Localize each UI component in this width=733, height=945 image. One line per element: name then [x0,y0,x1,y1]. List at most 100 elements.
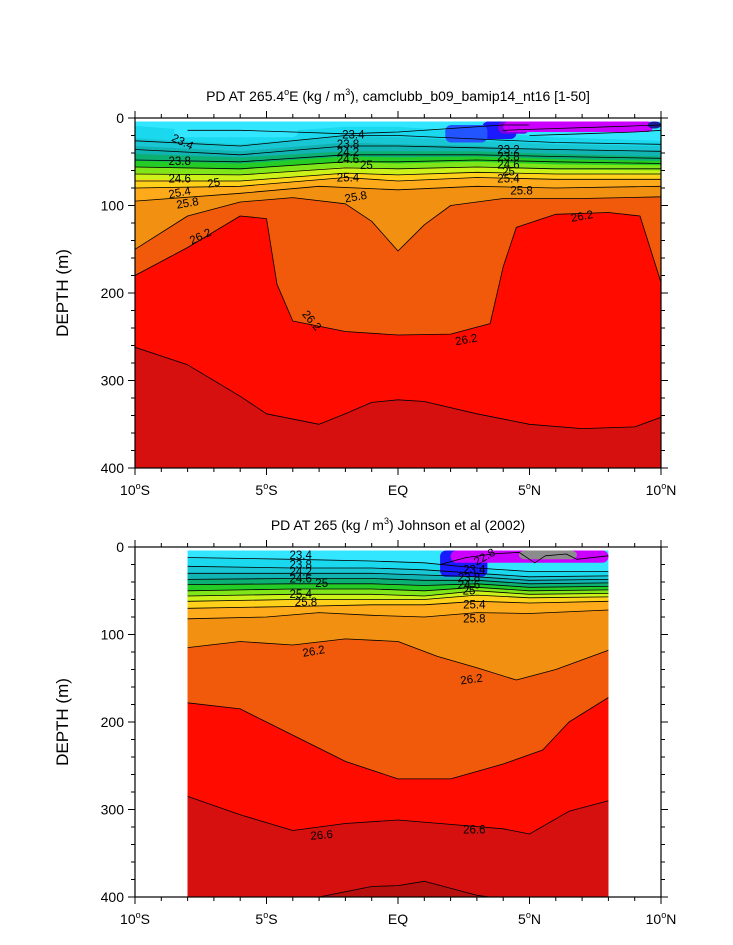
contour-label: 25.4 [337,172,360,184]
contour-label: 25 [502,166,515,178]
contour-label: 25.8 [295,597,317,609]
density-band-14 [319,881,491,897]
contour-line-6 [187,590,609,597]
panel-top: PD AT 265.4oE (kg / m3), camclubb_b09_ba… [53,87,676,498]
contour-line-12 [187,796,609,835]
density-band-13 [187,796,609,897]
contour-label: 23.8 [169,156,191,168]
contour-label: 23.8 [497,151,519,163]
contour-line-10 [135,346,661,429]
contour-label: 25.8 [510,186,532,198]
contour-line-2 [187,572,609,581]
contour-label: 26.2 [460,673,484,688]
contour-line-0 [187,557,609,572]
y-tick-label: 400 [101,460,125,476]
y-tick-label: 0 [116,539,124,555]
contour-line-11 [187,124,530,135]
contour-label: 23.4 [342,130,365,142]
contour-fills [135,121,661,468]
x-tick-label: EQ [388,911,408,927]
contour-label: 26.2 [454,332,478,348]
x-tick-label: 5oN [518,481,541,498]
contour-line-5 [135,171,661,182]
contour-label: 25.4 [497,173,520,185]
y-tick-label: 100 [101,198,125,214]
contour-label: 25 [207,177,222,191]
contour-line-8 [187,600,609,609]
contour-label: 26.2 [570,209,594,225]
contour-label: 26.6 [310,829,333,843]
contour-plot-area: 23.423.824.6 2525.425.826.223.423.824.224… [135,121,661,468]
contour-fills [187,550,609,897]
contour-label: 25.4 [168,185,193,201]
contour-label: 24.6 [458,580,480,592]
y-tick-label: 300 [101,373,125,389]
contour-label: 25.8 [344,190,368,206]
contour-line-3 [135,159,661,170]
contour-label: 26.6 [463,825,485,837]
contour-label: 23.4 [463,565,486,577]
contour-label: 25 [360,160,373,172]
contour-label: 25.8 [176,196,200,212]
x-tick-label: 5oN [518,910,541,927]
contour-label: 24.2 [337,147,359,159]
contour-label: 23.8 [290,559,312,571]
y-tick-label: 400 [101,889,125,905]
x-tick-label: 10oN [646,910,677,927]
contour-line-14 [439,551,609,565]
panel-bottom: PD AT 265 (kg / m3) Johnson et al (2002)… [53,516,676,927]
contour-line-4 [135,166,661,176]
contour-label: 24.2 [290,566,312,578]
surface-patch-2 [519,550,577,560]
contour-plot-area: 23.423.824.224.6 2525.425.822.823.423.824… [187,547,609,897]
density-band-13 [135,347,661,468]
y-tick-label: 100 [101,627,125,643]
contour-label: 25.4 [463,600,486,612]
x-tick-label: EQ [388,482,408,498]
axis-ticks: 0 100 200 300 400 10oS 5oS EQ 5oN 10oN [101,110,677,498]
contour-line-9 [135,212,661,336]
contour-line-10 [187,638,609,681]
y-tick-label: 200 [101,285,125,301]
contour-label: 24.6 [169,173,191,185]
contour-line-3 [187,578,609,585]
y-tick-label: 200 [101,714,125,730]
contour-label: 25 [463,586,476,598]
contour-line-5 [187,586,609,592]
contour-lines [135,124,661,429]
contour-labels: 23.423.824.224.6 2525.425.822.823.423.824… [290,547,498,843]
contour-line-0 [135,135,661,147]
x-tick-label: 10oN [646,481,677,498]
panel-title: PD AT 265.4oE (kg / m3), camclubb_b09_ba… [206,87,590,104]
axis-ticks: 0 100 200 300 400 10oS 5oS EQ 5oN 10oN [101,539,677,927]
contour-line-11 [187,697,609,780]
contour-line-1 [187,565,609,578]
x-tick-label: 5oS [255,481,277,498]
contour-label: 25.8 [463,614,485,626]
y-axis-label: DEPTH (m) [53,678,72,766]
contour-label: 23.8 [337,139,359,151]
contour-line-13 [319,880,491,897]
contour-line-6 [135,177,661,189]
contour-label: 23.2 [497,144,519,156]
contour-line-12 [503,124,661,131]
contour-line-9 [187,609,609,620]
surface-patch-0 [174,121,298,138]
x-tick-label: 5oS [255,910,277,927]
contour-line-13 [529,129,661,136]
surface-patch-4 [503,121,654,132]
contour-line-1 [135,145,661,156]
y-tick-label: 0 [116,110,124,126]
x-tick-label: 10oS [120,910,150,927]
contour-line-4 [187,583,609,588]
contour-line-7 [135,185,661,202]
contour-lines [187,551,609,897]
contour-line-7 [187,594,609,602]
x-tick-label: 10oS [120,481,150,498]
contour-label: 25.4 [290,589,313,601]
contour-label: 23.8 [458,573,480,585]
contour-label: 23.4 [290,550,313,562]
density-band-12 [135,212,661,468]
contour-label: 25 [315,578,328,590]
